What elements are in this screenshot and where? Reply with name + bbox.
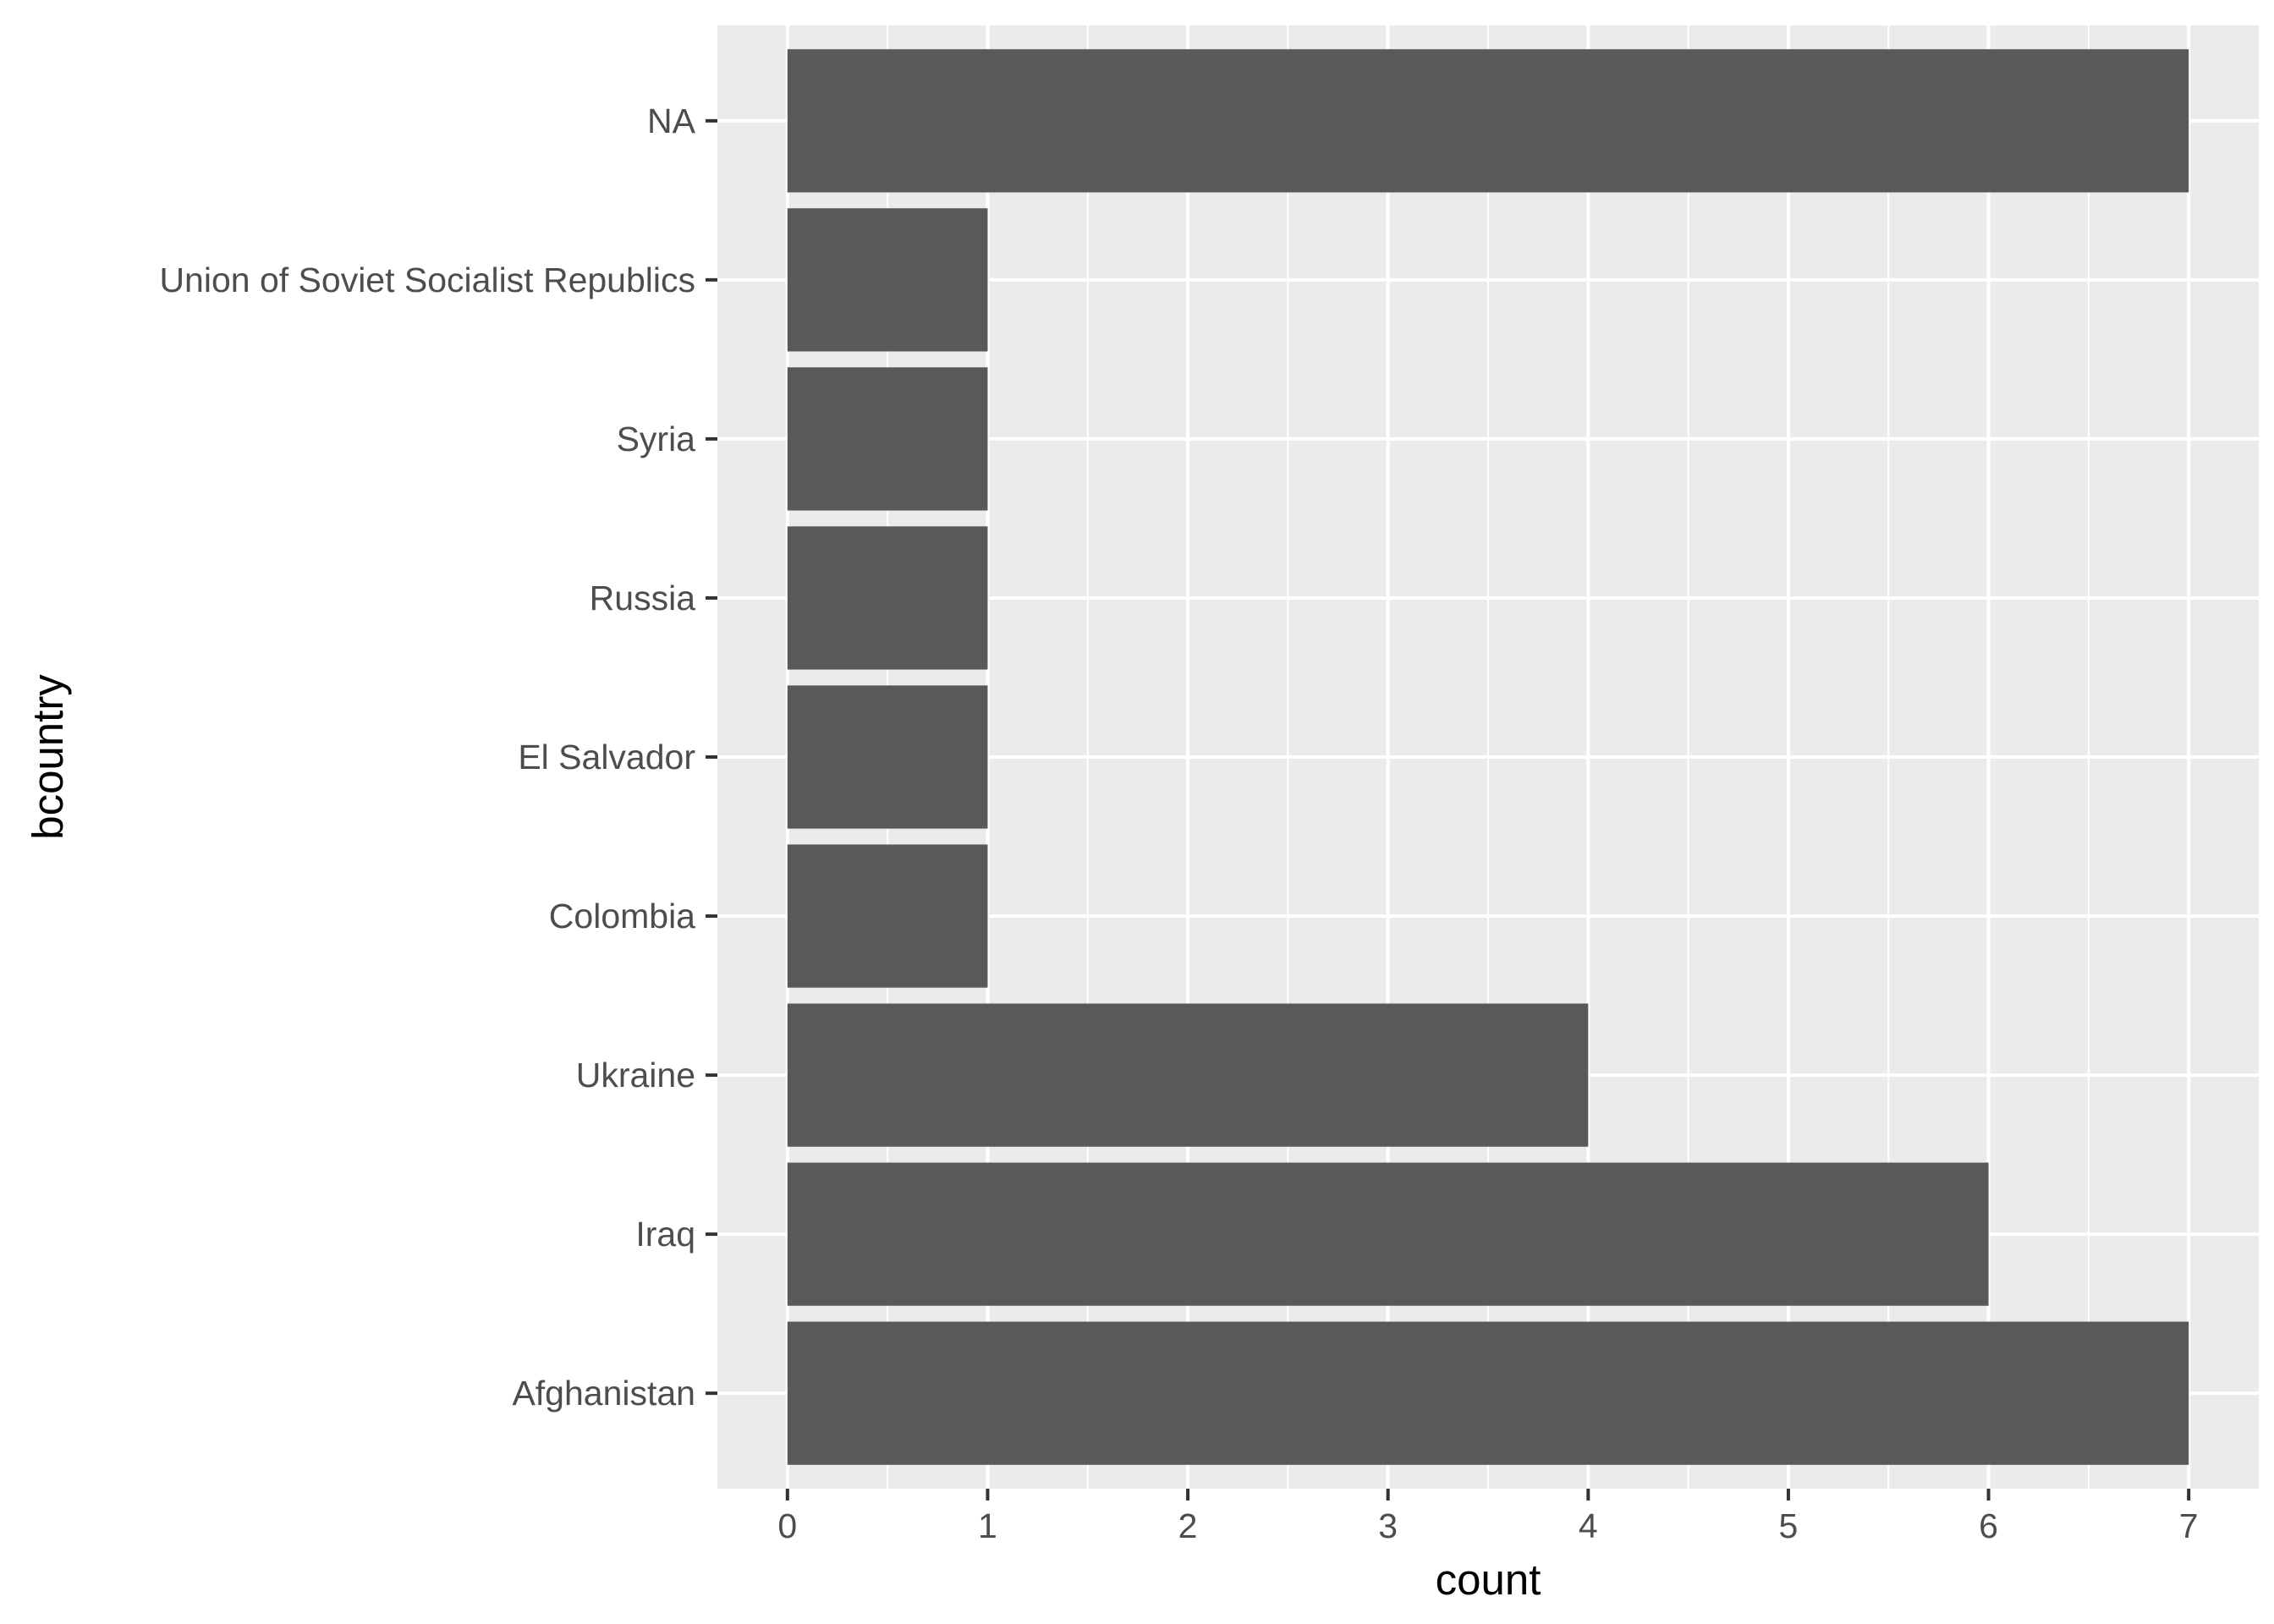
y-tick-label: Afghanistan	[512, 1374, 695, 1413]
x-tick-label: 3	[1378, 1506, 1398, 1545]
x-axis-title: count	[1436, 1555, 1541, 1604]
bar-iraq	[787, 1162, 1989, 1306]
y-tick-label: El Salvador	[518, 738, 695, 776]
x-tick-label: 0	[777, 1506, 797, 1545]
bars	[787, 49, 2189, 1465]
bar-na	[787, 49, 2189, 193]
bar-colombia	[787, 844, 988, 988]
x-tick-label: 1	[978, 1506, 997, 1545]
bar-el-salvador	[787, 685, 988, 829]
bar-ukraine	[787, 1003, 1589, 1147]
x-tick-label: 4	[1579, 1506, 1598, 1545]
y-axis-title: bcountry	[24, 674, 72, 840]
y-tick-label: Russia	[590, 579, 696, 617]
bar-union-of-soviet-socialist-republics	[787, 208, 988, 352]
x-tick-label: 5	[1779, 1506, 1799, 1545]
y-tick-label: Colombia	[549, 897, 695, 935]
x-tick-label: 7	[2179, 1506, 2199, 1545]
y-tick-label: Syria	[617, 420, 696, 458]
x-axis: 0 1 2 3 4 5 6 7	[777, 1489, 2199, 1545]
y-tick-label: Ukraine	[576, 1056, 695, 1095]
bar-syria	[787, 367, 988, 511]
y-tick-label: Iraq	[635, 1215, 695, 1254]
y-tick-label: Union of Soviet Socialist Republics	[159, 261, 695, 299]
y-axis: Afghanistan Iraq Ukraine Colombia El Salvado…	[159, 102, 717, 1413]
bar-afghanistan	[787, 1321, 2189, 1465]
y-tick-label: NA	[647, 102, 696, 140]
x-tick-label: 6	[1979, 1506, 1998, 1545]
x-tick-label: 2	[1178, 1506, 1198, 1545]
bar-russia	[787, 526, 988, 670]
